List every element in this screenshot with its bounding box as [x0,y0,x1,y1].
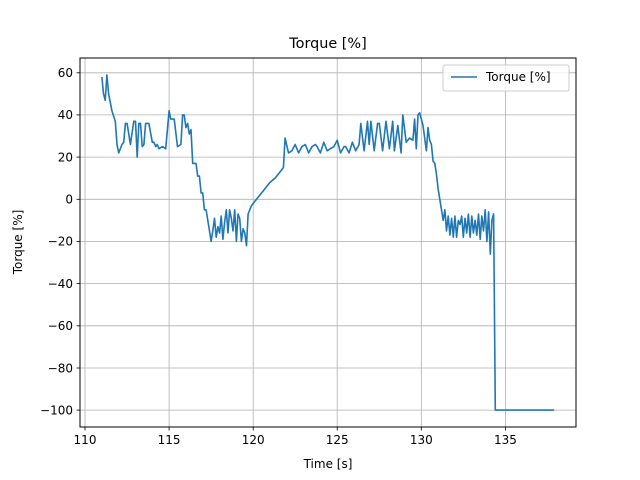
y-tick-label: −100 [40,403,73,417]
y-tick-label: −60 [48,319,73,333]
y-tick-label: −20 [48,235,73,249]
x-axis-label: Time [s] [303,457,353,471]
chart-title: Torque [%] [288,36,366,52]
series-layer [101,74,555,411]
x-tick-label: 130 [410,433,433,447]
y-axis-ticks: 60 40 20 0 −20 −40 −60 −80 −100 [40,66,80,417]
y-tick-label: 0 [65,193,73,207]
legend: Torque [%] [442,64,570,92]
x-tick-label: 120 [242,433,265,447]
x-axis-ticks: 110 115 120 125 130 135 [74,427,517,447]
y-tick-label: −80 [48,361,73,375]
y-tick-label: 40 [58,108,73,122]
y-tick-label: −40 [48,277,73,291]
x-tick-label: 135 [494,433,517,447]
x-tick-label: 115 [158,433,181,447]
x-tick-label: 110 [74,433,97,447]
y-axis-label: Torque [%] [11,210,25,276]
y-tick-label: 20 [58,150,73,164]
legend-label: Torque [%] [485,70,551,84]
plot-area-frame [79,57,577,428]
x-tick-label: 125 [326,433,349,447]
series-line-torque [101,74,555,411]
y-tick-label: 60 [58,66,73,80]
legend-box [442,64,570,92]
